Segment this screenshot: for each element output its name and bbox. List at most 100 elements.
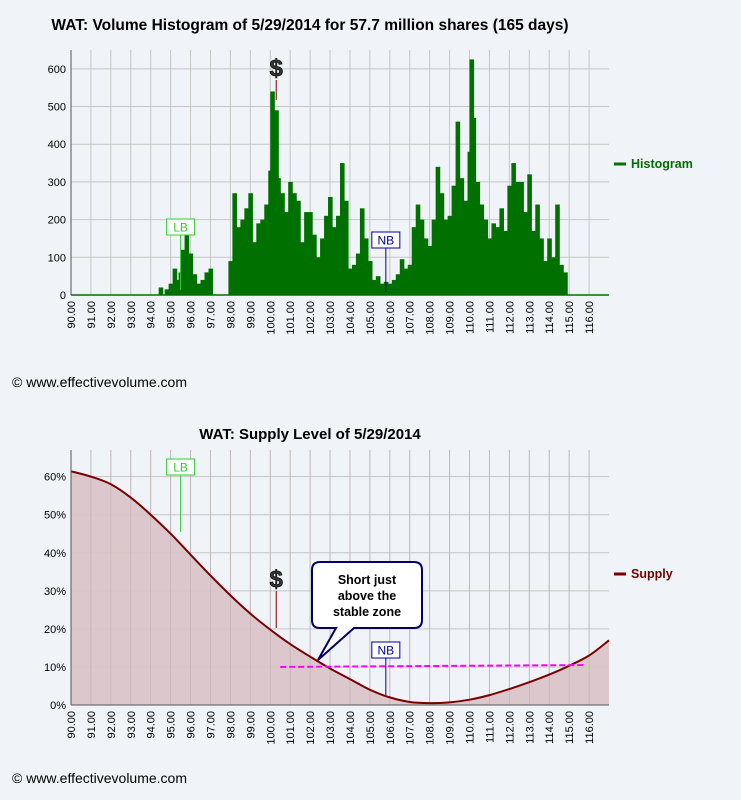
supply-y-tick-label: 60% [44, 472, 66, 484]
supply-nb-marker-label: NB [377, 644, 394, 658]
histogram-bar [531, 230, 536, 295]
supply-y-tick-label: 40% [44, 548, 66, 560]
supply-x-tick-label: 90.00 [66, 711, 78, 739]
histogram-bar [363, 238, 369, 295]
histogram-bar [419, 219, 425, 295]
histogram-title: WAT: Volume Histogram of 5/29/2014 for 5… [51, 17, 568, 34]
histogram-bar [543, 261, 548, 295]
histogram-bar [228, 261, 233, 295]
supply-x-tick-label: 111.00 [484, 711, 496, 743]
histogram-bar [172, 268, 178, 295]
histogram-bar [180, 249, 186, 295]
histogram-nb-marker-box [371, 231, 401, 249]
histogram-bar [483, 219, 489, 295]
supply-x-tick-label: 93.00 [126, 711, 138, 739]
histogram-bar [292, 193, 297, 295]
histogram-bar [499, 208, 504, 295]
supply-lb-marker-box [166, 458, 196, 476]
supply-x-tick-label: 109.00 [445, 711, 457, 745]
supply-axes: 0% 10% 20% 30% 40% 50% 60% 90.00 91.00 92.00 93.00… [44, 450, 609, 745]
histogram-bar [324, 215, 329, 295]
supply-y-tick-label: 30% [44, 586, 66, 598]
histogram-bar [276, 178, 281, 295]
histogram-legend[interactable]: Histogram [614, 157, 693, 171]
supply-legend[interactable]: Supply [614, 567, 673, 581]
histogram-x-tick-label: 114.00 [544, 301, 556, 334]
callout-line-3: stable zone [333, 605, 401, 619]
supply-y-tick-label: 20% [44, 624, 66, 636]
histogram-x-tick-label: 92.00 [106, 301, 118, 329]
histogram-bar [495, 227, 501, 295]
histogram-bar [463, 200, 469, 295]
histogram-legend-label: Histogram [631, 157, 693, 171]
supply-x-tick-label: 116.00 [584, 711, 596, 744]
supply-plot-area [71, 450, 609, 705]
histogram-x-tick-label: 93.00 [126, 301, 138, 329]
supply-legend-label: Supply [631, 567, 673, 581]
histogram-x-tick-label: 99.00 [245, 301, 257, 329]
histogram-y-tick-label: 200 [48, 215, 66, 227]
histogram-bar [280, 193, 285, 295]
histogram-bar [248, 193, 253, 295]
supply-x-tick-label: 97.00 [205, 711, 217, 739]
histogram-bar [427, 246, 433, 295]
histogram-bar [439, 193, 445, 295]
histogram-axes: 0 100 200 300 400 500 600 90.00 91.00 92.00 93.00 9… [48, 50, 609, 335]
histogram-x-tick-label: 91.00 [86, 301, 98, 329]
supply-area-fill [71, 471, 609, 705]
histogram-x-tick-label: 101.00 [285, 301, 297, 335]
histogram-x-tick-label: 105.00 [365, 301, 377, 335]
supply-x-tick-label: 107.00 [405, 711, 417, 745]
histogram-bar [551, 257, 556, 295]
histogram-bar [351, 264, 357, 295]
histogram-bar [455, 121, 461, 295]
supply-y-tick-label: 50% [44, 510, 66, 522]
histogram-bar [355, 253, 361, 295]
supply-line [70, 470, 610, 705]
histogram-bar [244, 208, 249, 295]
histogram-bar [208, 268, 214, 295]
supply-callout: Short just above the stable zone [311, 561, 423, 661]
histogram-bar [288, 181, 293, 295]
histogram-bar [260, 219, 265, 295]
supply-nb-marker-box [371, 641, 401, 659]
histogram-x-tick-label: 94.00 [146, 301, 158, 329]
supply-x-tick-label: 99.00 [245, 711, 257, 739]
histogram-bar [158, 287, 164, 295]
histogram-bar [284, 212, 289, 295]
histogram-bar [164, 289, 170, 295]
histogram-bar [328, 197, 333, 295]
supply-x-tick-label: 105.00 [365, 711, 377, 745]
histogram-bar [196, 283, 202, 295]
histogram-bar [367, 261, 373, 295]
histogram-bar [256, 223, 261, 295]
callout-line-1: Short just [338, 573, 397, 587]
supply-y-tick-label: 0% [50, 700, 66, 712]
histogram-y-tick-label: 500 [48, 102, 66, 114]
stable-zone-line [280, 664, 586, 668]
callout-line-2: above the [338, 589, 396, 603]
histogram-bar [411, 227, 417, 295]
histogram-bar [347, 268, 353, 295]
histogram-bar [168, 283, 174, 295]
supply-dollar-marker-label: $ [270, 566, 284, 593]
histogram-x-tick-label: 90.00 [66, 301, 78, 329]
histogram-bar [435, 166, 441, 295]
histogram-lb-marker-label: LB [173, 221, 188, 235]
supply-x-tick-label: 103.00 [325, 711, 337, 745]
supply-title: WAT: Supply Level of 5/29/2014 [199, 426, 421, 443]
histogram-x-tick-label: 97.00 [205, 301, 217, 329]
histogram-bar [252, 242, 257, 295]
supply-x-tick-label: 94.00 [146, 711, 158, 739]
histogram-bar [332, 227, 337, 295]
histogram-bar [507, 185, 512, 295]
histogram-bar [312, 234, 317, 295]
histogram-bar [387, 283, 393, 295]
histogram-bar [359, 208, 365, 295]
histogram-bar [511, 163, 516, 295]
supply-x-tick-label: 92.00 [106, 711, 118, 739]
histogram-bar [471, 117, 477, 295]
histogram-x-tick-label: 95.00 [166, 301, 178, 329]
histogram-nb-marker-label: NB [377, 234, 394, 248]
histogram-bar [515, 181, 520, 295]
